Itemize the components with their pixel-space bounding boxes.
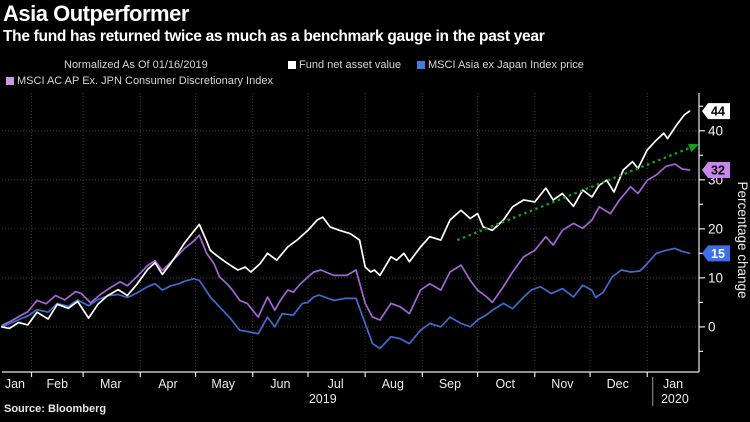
month-label: Jan xyxy=(5,377,25,391)
end-value-tag-label: 15 xyxy=(711,247,725,261)
consumer-disc-series-swatch-icon xyxy=(6,77,14,85)
legend-label-msci-asia: MSCI Asia ex Japan Index price xyxy=(428,59,584,71)
y-tick-label: 20 xyxy=(708,221,723,236)
month-label: Oct xyxy=(496,377,516,391)
month-label: Jun xyxy=(270,377,290,391)
month-label: Jan xyxy=(663,377,683,391)
end-value-tag-label: 32 xyxy=(711,163,725,177)
month-label: Dec xyxy=(607,377,629,391)
year-label: 2019 xyxy=(309,392,337,406)
legend-row-2: MSCI AC AP Ex. JPN Consumer Discretionar… xyxy=(0,75,750,89)
legend-label-consumer-disc: MSCI AC AP Ex. JPN Consumer Discretionar… xyxy=(17,75,273,87)
year-label: 2020 xyxy=(661,392,689,406)
y-axis-title: Percentage change xyxy=(735,181,750,298)
trend-arrowhead-icon xyxy=(687,143,699,153)
month-label: Nov xyxy=(551,377,574,391)
series-line xyxy=(1,163,691,327)
trend-arrow-line xyxy=(456,146,691,242)
chart-subtitle: The fund has returned twice as much as a… xyxy=(3,28,545,45)
end-value-tag xyxy=(702,103,730,120)
y-tick-label: 0 xyxy=(708,319,716,334)
legend-item-fund: Fund net asset value xyxy=(288,59,401,71)
chart-title: Asia Outperformer xyxy=(3,1,189,26)
month-label: Sep xyxy=(439,377,461,391)
series-line xyxy=(1,247,691,350)
source-credit: Source: Bloomberg xyxy=(4,403,107,415)
month-label: Jul xyxy=(328,377,344,391)
end-value-tag xyxy=(702,245,730,262)
legend-item-consumer-disc: MSCI AC AP Ex. JPN Consumer Discretionar… xyxy=(6,75,273,87)
month-label: Aug xyxy=(382,377,404,391)
legend-item-msci-asia: MSCI Asia ex Japan Index price xyxy=(417,59,584,71)
msci-asia-series-swatch-icon xyxy=(417,61,425,69)
y-tick-label: 40 xyxy=(708,123,723,138)
month-label: Mar xyxy=(100,377,122,391)
legend-label-fund: Fund net asset value xyxy=(299,59,402,71)
month-label: Feb xyxy=(47,377,69,391)
series-line xyxy=(1,110,691,330)
end-value-tag-label: 44 xyxy=(711,105,725,119)
fund-series-swatch-icon xyxy=(288,61,296,69)
y-tick-label: 10 xyxy=(708,270,723,285)
legend-row-1: Normalized As Of 01/16/2019 Fund net ass… xyxy=(0,59,750,73)
month-label: May xyxy=(211,377,235,391)
normalization-note: Normalized As Of 01/16/2019 xyxy=(64,59,208,71)
month-label: Apr xyxy=(158,377,177,391)
end-value-tag xyxy=(702,161,730,178)
